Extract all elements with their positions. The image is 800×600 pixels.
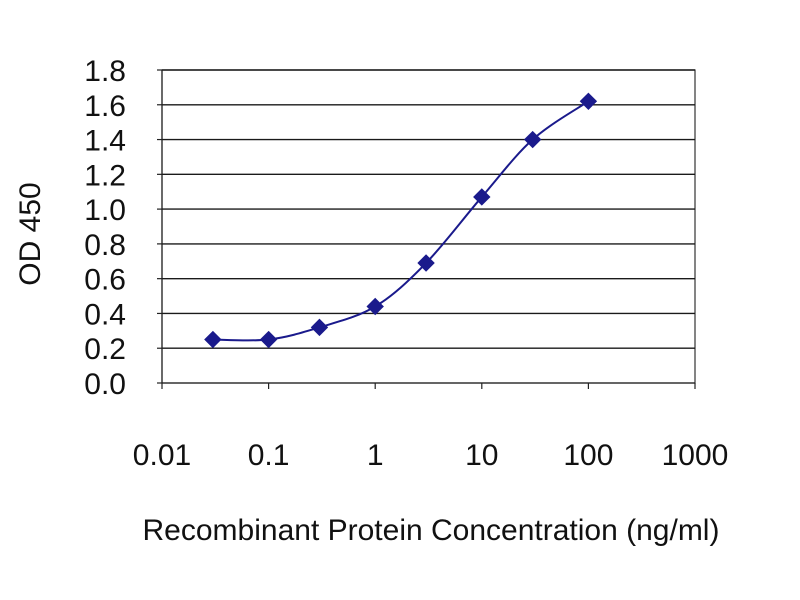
data-point-marker xyxy=(523,130,542,149)
x-tick-label: 1000 xyxy=(662,439,729,472)
data-point-marker xyxy=(579,92,598,111)
x-tick-label: 1 xyxy=(367,439,384,472)
x-tick-labels: 0.01 0.1 1 10 100 1000 xyxy=(133,383,729,472)
x-tick-label: 0.01 xyxy=(133,439,191,472)
data-point-marker xyxy=(310,318,329,337)
axes xyxy=(161,70,695,384)
y-tick-label: 1.2 xyxy=(84,159,126,192)
y-axis-label: OD 450 xyxy=(14,182,47,285)
y-tick-label: 0.8 xyxy=(84,229,126,262)
series-group xyxy=(204,92,598,349)
y-tick-label: 1.6 xyxy=(84,90,126,123)
y-tick-label: 0.2 xyxy=(84,333,126,366)
data-point-marker xyxy=(473,188,491,206)
x-tick-label: 0.1 xyxy=(248,439,290,472)
data-point-marker xyxy=(259,330,278,349)
x-axis-label: Recombinant Protein Concentration (ng/ml… xyxy=(143,514,720,547)
data-point-marker xyxy=(204,330,222,349)
data-point-marker xyxy=(417,254,435,272)
y-tick-label: 0.0 xyxy=(84,368,126,401)
x-tick-label: 100 xyxy=(563,439,613,472)
y-tick-label: 0.4 xyxy=(84,298,126,331)
y-tick-label: 1.8 xyxy=(84,55,126,88)
y-tick-label: 1.0 xyxy=(84,194,126,227)
y-tick-label: 0.6 xyxy=(84,264,126,297)
y-tick-labels: 0.00.20.40.60.81.01.21.41.61.8 xyxy=(84,55,162,401)
data-point-marker xyxy=(366,297,384,316)
y-tick-label: 1.4 xyxy=(84,125,126,158)
plot-area xyxy=(161,69,696,384)
x-tick-label: 10 xyxy=(465,439,498,472)
gridlines xyxy=(162,69,695,349)
